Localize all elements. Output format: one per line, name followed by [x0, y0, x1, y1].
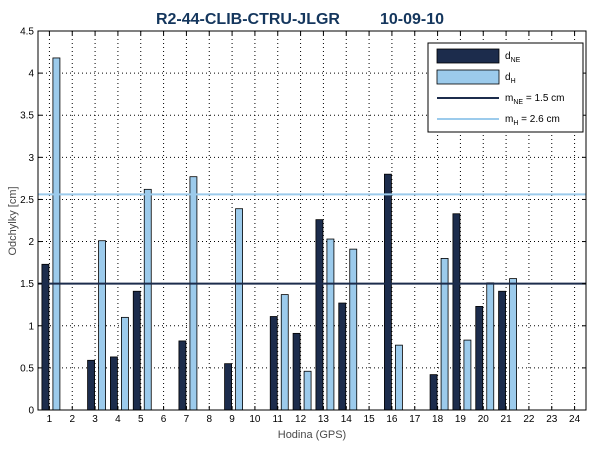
y-tick-label: 4.5 [20, 27, 34, 38]
bar-dh [280, 294, 289, 411]
bar-dh [486, 282, 495, 411]
bar-dne [452, 213, 461, 411]
bar-dne [498, 290, 506, 411]
bars [41, 57, 517, 411]
y-tick-label: 4 [28, 69, 34, 80]
x-tick-label: 8 [206, 414, 212, 425]
legend-swatch-bar [436, 69, 500, 85]
bar-dh [463, 339, 472, 411]
bar-dne [429, 374, 438, 411]
legend-swatch-bar [436, 48, 500, 64]
y-tick-label: 0.5 [20, 363, 34, 374]
bar-dne [132, 290, 141, 411]
y-tick-label: 3.5 [20, 111, 34, 122]
x-tick-label: 20 [478, 414, 490, 425]
bar-dh [143, 188, 152, 411]
x-tick-label: 2 [69, 414, 75, 425]
title-date: 10-09-10 [380, 11, 444, 28]
x-tick-label: 1 [47, 414, 53, 425]
legend-label: dNE [505, 51, 521, 64]
bar-dne [475, 306, 484, 411]
bar-dh [303, 370, 312, 411]
bar-dh [395, 344, 403, 411]
x-tick-label: 16 [386, 414, 398, 425]
bar-dh [326, 238, 335, 411]
legend-label-name: d [505, 51, 511, 62]
x-tick-label: 6 [161, 414, 167, 425]
bar-dne [224, 363, 232, 411]
bar-dh [235, 208, 243, 411]
y-tick-label: 0 [28, 406, 34, 417]
x-tick-label: 22 [523, 414, 535, 425]
bar-dne [338, 302, 347, 411]
x-tick-label: 23 [546, 414, 558, 425]
y-tick-label: 1.5 [20, 279, 34, 290]
bar-dh [52, 57, 61, 411]
x-tick-label: 10 [249, 414, 261, 425]
x-tick-label: 3 [92, 414, 98, 425]
y-axis: 0 0.5 1 1.5 2 2.5 3 3.5 4 4.5 [20, 27, 586, 417]
legend-label-subscript: NE [513, 99, 523, 106]
y-tick-label: 3 [28, 153, 34, 164]
y-tick-label: 1 [28, 321, 34, 332]
x-axis-label: Hodina (GPS) [278, 429, 346, 441]
bar-dh [349, 248, 358, 411]
legend-label: dH [505, 72, 516, 85]
legend-label-name: m [505, 114, 513, 125]
bar-dne [292, 332, 301, 411]
legend-label-value: = 1.5 cm [523, 93, 564, 104]
bar-dh [121, 316, 129, 411]
x-tick-label: 24 [569, 414, 581, 425]
x-tick-label: 4 [115, 414, 121, 425]
x-axis: 1 2 3 4 5 6 7 8 9 10 11 12 13 14 15 16 17 18 19 20 21 22 23 24 [47, 31, 581, 425]
y-axis-label: Odchylky [cm] [7, 186, 19, 255]
reference-lines [38, 193, 586, 285]
legend-label-subscript: H [513, 120, 518, 127]
bar-dne [41, 263, 50, 411]
bar-dne [269, 316, 278, 411]
bar-dh [440, 257, 449, 411]
bar-dne [110, 356, 118, 411]
chart-title: R2-44-CLIB-CTRU-JLGR 10-09-10 [156, 11, 444, 28]
bar-dne [178, 340, 187, 411]
x-tick-label: 14 [341, 414, 353, 425]
bar-dh [509, 278, 517, 411]
legend-label-subscript: NE [511, 57, 521, 64]
x-tick-label: 11 [273, 414, 284, 425]
x-tick-label: 9 [229, 414, 235, 425]
x-tick-label: 12 [295, 414, 307, 425]
plot-frame [37, 30, 587, 411]
bar-dne [384, 173, 392, 411]
y-tick-label: 2 [28, 237, 34, 248]
x-tick-label: 15 [364, 414, 376, 425]
x-tick-label: 5 [138, 414, 144, 425]
legend-label-name: d [505, 72, 511, 83]
x-tick-label: 13 [318, 414, 330, 425]
x-tick-label: 18 [432, 414, 444, 425]
legend-label-name: m [505, 93, 513, 104]
x-tick-label: 21 [501, 414, 513, 425]
legend-label: mH = 2.6 cm [505, 114, 560, 127]
title-text: R2-44-CLIB-CTRU-JLGR [156, 11, 340, 28]
x-tick-label: 7 [184, 414, 190, 425]
x-tick-label: 19 [455, 414, 467, 425]
y-tick-label: 2.5 [20, 195, 34, 206]
legend-label-value: = 2.6 cm [518, 114, 559, 125]
legend-label: mNE = 1.5 cm [505, 93, 564, 106]
x-tick-label: 17 [409, 414, 421, 425]
bar-dne [315, 219, 324, 411]
bar-dh [98, 240, 106, 411]
bar-dne [87, 359, 95, 411]
bar-dh [189, 176, 198, 411]
legend-label-subscript: H [511, 78, 516, 85]
